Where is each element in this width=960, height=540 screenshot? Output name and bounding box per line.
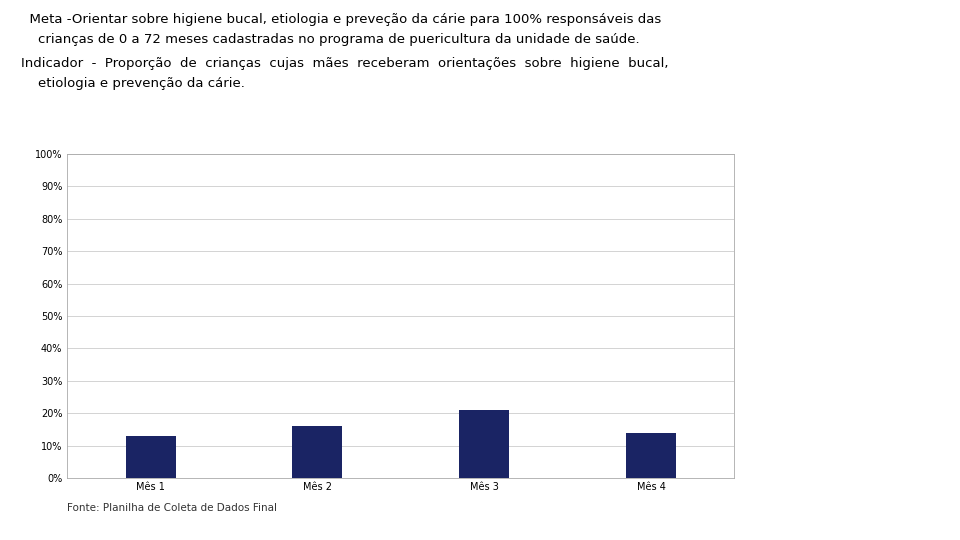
Text: Meta -Orientar sobre higiene bucal, etiologia e preveção da cárie para 100% resp: Meta -Orientar sobre higiene bucal, etio…	[21, 14, 661, 26]
Text: Indicador  -  Proporção  de  crianças  cujas  mães  receberam  orientações  sobr: Indicador - Proporção de crianças cujas …	[21, 57, 668, 70]
Bar	[626, 433, 676, 478]
Text: crianças de 0 a 72 meses cadastradas no programa de puericultura da unidade de s: crianças de 0 a 72 meses cadastradas no …	[21, 33, 639, 46]
Bar	[293, 426, 343, 478]
Text: Fonte: Planilha de Coleta de Dados Final: Fonte: Planilha de Coleta de Dados Final	[67, 503, 277, 514]
Text: etiologia e prevenção da cárie.: etiologia e prevenção da cárie.	[21, 77, 245, 90]
Bar	[126, 436, 176, 478]
Bar	[459, 410, 509, 478]
